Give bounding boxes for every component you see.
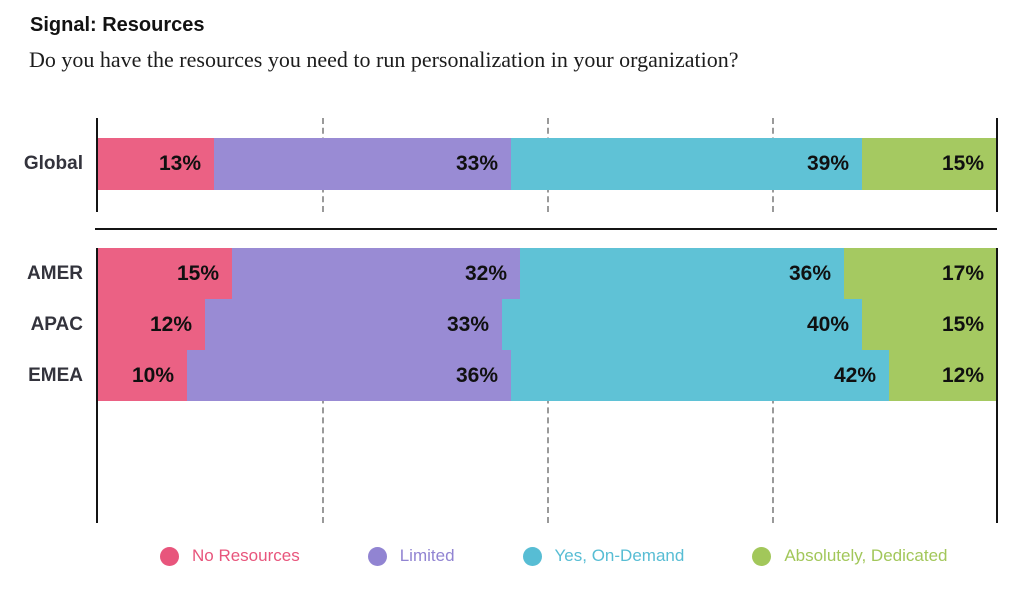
axis-line-right [996, 248, 998, 523]
regional-stacked-bar-chart: AMER 15% 32% 36% 17% APAC 12% 33% 40% 15% EMEA 10% 3… [27, 248, 998, 523]
segment-global-no-resources: 13% [97, 138, 214, 190]
legend-item-yes-on-demand: Yes, On-Demand [522, 546, 685, 566]
segment-value-amer-no-resources: 15% [176, 261, 219, 285]
bar-row-amer: AMER 15% 32% 36% 17% [27, 248, 997, 299]
legend-item-limited: Limited [367, 546, 455, 566]
segment-value-amer-limited: 32% [464, 261, 507, 285]
axis-line-left [96, 118, 98, 212]
row-label-apac: APAC [30, 313, 83, 335]
segment-amer-yes-on-demand: 36% [520, 248, 844, 299]
row-label-emea: EMEA [28, 364, 83, 386]
legend-label-absolutely-dedicated: Absolutely, Dedicated [784, 546, 948, 565]
segment-value-apac-yes-on-demand: 40% [806, 312, 849, 336]
segment-global-yes-on-demand: 39% [511, 138, 862, 190]
legend-item-no-resources: No Resources [160, 546, 300, 566]
segment-amer-no-resources: 15% [97, 248, 232, 299]
legend-dot-icon-limited [367, 546, 387, 566]
segment-value-global-yes-on-demand: 39% [806, 152, 849, 175]
segment-value-emea-yes-on-demand: 42% [833, 363, 876, 387]
segment-value-apac-absolutely-dedicated: 15% [941, 312, 984, 336]
segment-emea-limited: 36% [187, 350, 511, 401]
segment-apac-absolutely-dedicated: 15% [862, 299, 997, 350]
legend-label-yes-on-demand: Yes, On-Demand [554, 546, 685, 565]
segment-value-emea-limited: 36% [455, 363, 498, 387]
segment-amer-limited: 32% [232, 248, 520, 299]
legend-label-limited: Limited [399, 546, 455, 565]
segment-emea-yes-on-demand: 42% [511, 350, 889, 401]
stacked-bar-apac: 12% 33% 40% 15% [97, 299, 997, 350]
segment-value-amer-absolutely-dedicated: 17% [941, 261, 984, 285]
legend-item-absolutely-dedicated: Absolutely, Dedicated [752, 546, 947, 566]
row-label-global: Global [23, 153, 83, 174]
segment-value-emea-absolutely-dedicated: 12% [941, 363, 984, 387]
chart-separator-line [95, 228, 997, 230]
segment-emea-absolutely-dedicated: 12% [889, 350, 997, 401]
global-stacked-bar-chart: Global 13% 33% 39% 15% [24, 118, 998, 212]
survey-question: Do you have the resources you need to ru… [29, 47, 739, 72]
bar-row-global: Global 13% 33% 39% 15% [24, 138, 997, 190]
segment-value-global-no-resources: 13% [158, 152, 201, 175]
segment-apac-no-resources: 12% [97, 299, 205, 350]
bar-row-emea: EMEA 10% 36% 42% 12% [28, 350, 997, 401]
segment-value-global-limited: 33% [455, 152, 498, 175]
legend-dot-icon-no-resources [160, 546, 179, 566]
segment-value-amer-yes-on-demand: 36% [788, 261, 831, 285]
legend-dot-icon-absolutely-dedicated [752, 546, 772, 566]
chart-legend: No Resources Limited Yes, On-Demand Absolut… [160, 546, 947, 566]
segment-value-emea-no-resources: 10% [131, 363, 174, 387]
segment-value-apac-limited: 33% [446, 312, 489, 336]
segment-apac-limited: 33% [205, 299, 502, 350]
stacked-bar-emea: 10% 36% 42% 12% [97, 350, 997, 401]
bar-row-apac: APAC 12% 33% 40% 15% [31, 299, 997, 350]
legend-dot-icon-yes-on-demand [522, 546, 542, 566]
segment-global-limited: 33% [214, 138, 511, 190]
row-label-amer: AMER [27, 262, 83, 284]
axis-line-left [96, 248, 98, 523]
segment-apac-yes-on-demand: 40% [502, 299, 862, 350]
stacked-bar-amer: 15% 32% 36% 17% [97, 248, 997, 299]
segment-amer-absolutely-dedicated: 17% [844, 248, 997, 299]
segment-value-global-absolutely-dedicated: 15% [941, 152, 984, 175]
axis-line-right [996, 118, 998, 212]
segment-emea-no-resources: 10% [97, 350, 187, 401]
segment-value-apac-no-resources: 12% [149, 312, 192, 336]
legend-label-no-resources: No Resources [192, 546, 300, 565]
page-title: Signal: Resources [30, 14, 205, 36]
stacked-bar-global: 13% 33% 39% 15% [97, 138, 997, 190]
segment-global-absolutely-dedicated: 15% [862, 138, 997, 190]
